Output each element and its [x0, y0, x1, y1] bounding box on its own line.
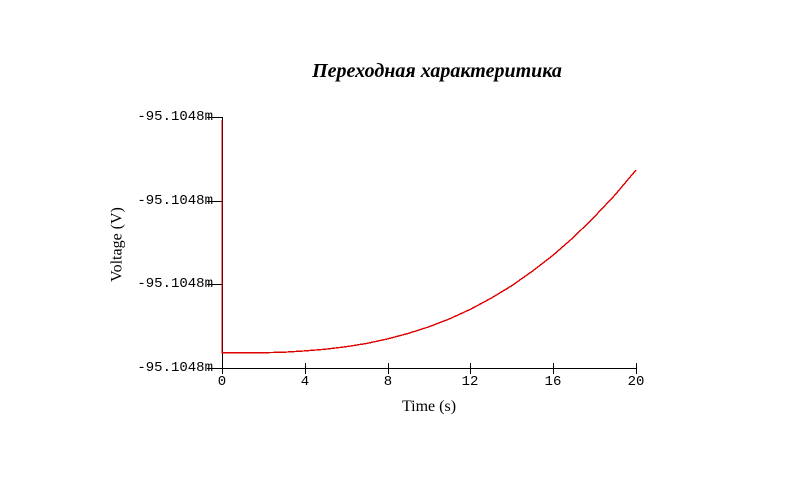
y-tick-label: -95.1048m	[137, 276, 213, 292]
x-tick-label: 16	[544, 374, 562, 390]
x-tick-label: 8	[383, 374, 393, 390]
y-tick-label: -95.1048m	[137, 109, 213, 125]
y-tick-label: -95.1048m	[137, 360, 213, 376]
x-tick-label: 4	[300, 374, 310, 390]
x-axis-title: Time (s)	[401, 398, 457, 415]
x-tick-label: 12	[461, 374, 479, 390]
chart-title: Переходная характеритика	[312, 60, 562, 82]
x-tick-label: 0	[217, 374, 227, 390]
x-tick-label: 20	[627, 374, 645, 390]
voltage-trace-line	[221, 120, 637, 354]
y-tick-label: -95.1048m	[137, 193, 213, 209]
